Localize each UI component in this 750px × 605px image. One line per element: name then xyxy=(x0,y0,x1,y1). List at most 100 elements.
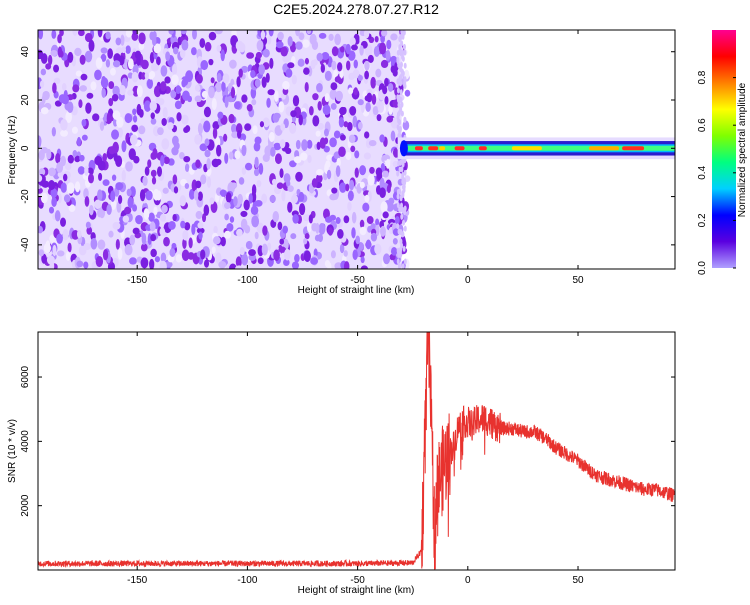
noise-speckle xyxy=(223,133,228,142)
noise-speckle xyxy=(131,124,139,132)
noise-speckle xyxy=(141,72,146,80)
noise-speckle xyxy=(149,258,155,269)
spectrogram-x-tick-label: 0 xyxy=(465,275,471,286)
noise-speckle xyxy=(147,159,152,168)
noise-speckle xyxy=(324,93,330,103)
noise-speckle xyxy=(228,263,237,269)
noise-speckle xyxy=(404,89,411,97)
noise-speckle xyxy=(252,125,258,135)
noise-speckle xyxy=(67,51,74,63)
noise-speckle xyxy=(180,48,186,59)
noise-speckle xyxy=(283,258,290,267)
noise-speckle xyxy=(246,52,255,59)
noise-speckle xyxy=(68,204,76,212)
noise-speckle xyxy=(345,43,351,55)
noise-speckle xyxy=(78,245,87,256)
noise-speckle xyxy=(379,187,386,199)
noise-speckle xyxy=(81,134,88,141)
noise-speckle xyxy=(335,90,343,102)
noise-speckle xyxy=(392,160,399,168)
noise-speckle xyxy=(60,217,66,227)
spectrogram-y-label: Frequency (Hz) xyxy=(7,116,18,185)
noise-speckle xyxy=(51,30,57,39)
noise-speckle xyxy=(97,208,103,218)
noise-speckle xyxy=(203,120,211,133)
noise-speckle xyxy=(173,46,179,55)
noise-speckle xyxy=(138,125,146,135)
noise-speckle xyxy=(52,244,57,257)
noise-speckle xyxy=(244,123,252,131)
noise-speckle xyxy=(282,225,288,234)
noise-speckle xyxy=(306,222,312,233)
noise-speckle xyxy=(379,177,385,190)
noise-edge-speckle xyxy=(402,187,406,194)
noise-speckle xyxy=(71,126,79,134)
signal-hotspot xyxy=(414,146,423,151)
noise-speckle xyxy=(116,201,122,213)
noise-speckle xyxy=(225,192,232,203)
noise-speckle xyxy=(181,249,190,261)
noise-speckle xyxy=(329,214,337,221)
noise-speckle xyxy=(385,158,391,169)
noise-edge-speckle xyxy=(397,263,401,269)
noise-speckle xyxy=(367,174,375,186)
noise-edge-speckle xyxy=(400,101,404,108)
noise-speckle xyxy=(254,78,261,88)
noise-speckle xyxy=(359,45,364,56)
noise-speckle xyxy=(148,212,155,222)
noise-speckle xyxy=(308,105,314,116)
noise-edge-speckle xyxy=(396,114,400,121)
noise-speckle xyxy=(163,236,170,247)
noise-speckle xyxy=(257,257,264,265)
noise-speckle xyxy=(61,94,70,105)
noise-speckle xyxy=(97,30,103,38)
noise-speckle xyxy=(374,35,379,43)
noise-speckle xyxy=(84,50,93,63)
noise-speckle xyxy=(388,105,393,115)
noise-speckle xyxy=(293,156,302,164)
noise-speckle xyxy=(388,197,395,205)
noise-speckle xyxy=(285,147,292,155)
noise-speckle xyxy=(276,41,284,49)
noise-speckle xyxy=(320,63,326,73)
noise-edge-speckle xyxy=(402,43,406,50)
noise-speckle xyxy=(303,67,310,75)
noise-speckle xyxy=(74,155,81,163)
noise-speckle xyxy=(112,221,121,230)
noise-speckle xyxy=(66,182,75,194)
noise-speckle xyxy=(102,249,109,261)
noise-speckle xyxy=(240,218,248,230)
noise-speckle xyxy=(195,180,202,189)
noise-speckle xyxy=(90,81,97,91)
noise-speckle xyxy=(278,101,285,113)
noise-speckle xyxy=(105,59,111,68)
noise-edge-speckle xyxy=(398,249,402,256)
noise-speckle xyxy=(95,57,103,69)
noise-speckle xyxy=(199,143,208,152)
noise-speckle xyxy=(231,131,239,139)
noise-speckle xyxy=(161,138,170,150)
noise-speckle xyxy=(316,141,321,150)
noise-speckle xyxy=(339,243,345,254)
noise-speckle xyxy=(140,257,149,269)
noise-speckle xyxy=(274,90,279,102)
noise-speckle xyxy=(156,56,161,66)
noise-speckle xyxy=(62,173,68,182)
snr-x-tick-label: -150 xyxy=(127,575,147,586)
noise-speckle xyxy=(386,115,394,123)
noise-speckle xyxy=(286,179,291,188)
noise-speckle xyxy=(303,214,311,222)
noise-speckle xyxy=(72,150,78,158)
noise-speckle xyxy=(256,180,262,188)
noise-speckle xyxy=(334,76,342,83)
noise-speckle xyxy=(38,249,45,257)
noise-speckle xyxy=(131,32,139,41)
noise-speckle xyxy=(235,40,244,51)
noise-speckle xyxy=(330,250,336,259)
noise-speckle xyxy=(188,237,193,249)
spectrogram-y-tick-label: 20 xyxy=(20,94,31,106)
spectrogram-frame xyxy=(37,29,676,270)
noise-speckle xyxy=(375,68,382,78)
noise-edge-speckle xyxy=(403,49,407,56)
noise-speckle xyxy=(94,69,102,81)
